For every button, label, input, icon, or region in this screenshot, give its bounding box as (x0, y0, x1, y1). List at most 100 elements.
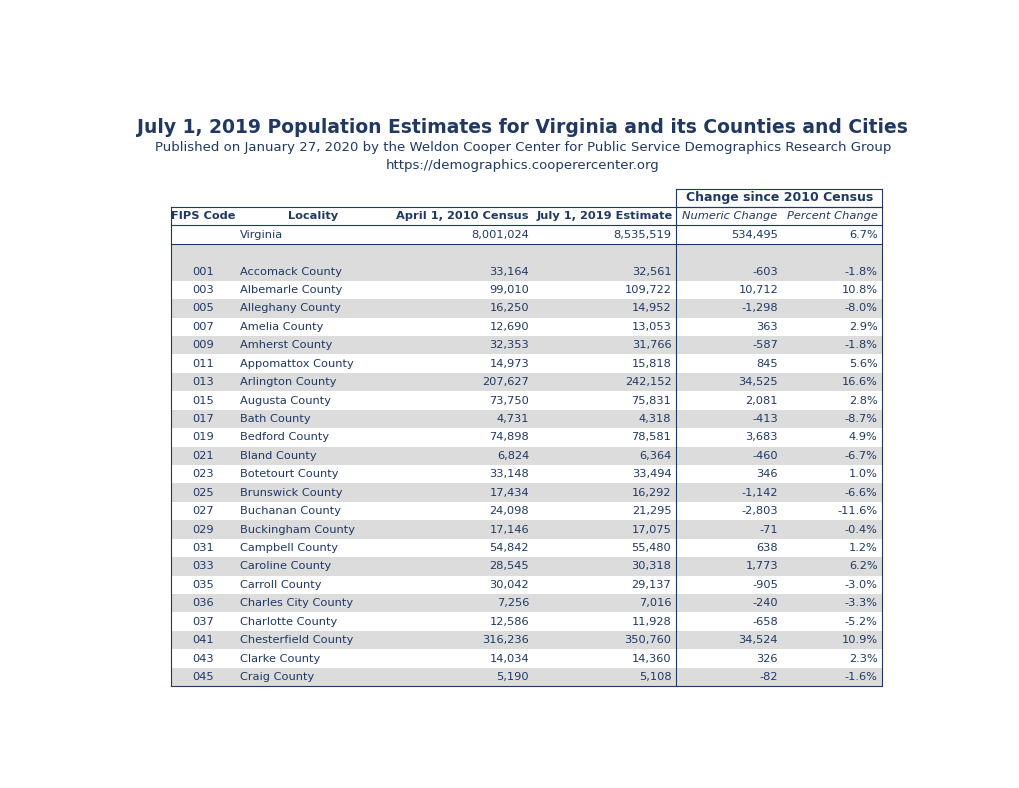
Text: 14,034: 14,034 (489, 653, 529, 663)
Text: 78,581: 78,581 (631, 433, 671, 442)
Bar (171, 299, 881, 318)
Text: 1,773: 1,773 (745, 561, 777, 571)
Text: 16,250: 16,250 (489, 303, 529, 314)
Text: 037: 037 (192, 617, 214, 626)
Text: 14,973: 14,973 (489, 359, 529, 369)
Text: April 1, 2010 Census: April 1, 2010 Census (396, 211, 529, 221)
Text: 31,766: 31,766 (631, 340, 671, 350)
Text: -460: -460 (752, 451, 777, 461)
Text: Published on January 27, 2020 by the Weldon Cooper Center for Public Service Dem: Published on January 27, 2020 by the Wel… (155, 142, 890, 154)
Text: 24,098: 24,098 (489, 506, 529, 516)
Text: 16.6%: 16.6% (841, 377, 876, 387)
Text: 316,236: 316,236 (482, 635, 529, 645)
Text: 4,731: 4,731 (496, 414, 529, 424)
Text: -0.4%: -0.4% (844, 525, 876, 534)
Text: 15,818: 15,818 (631, 359, 671, 369)
Text: 4.9%: 4.9% (848, 433, 876, 442)
Text: 035: 035 (192, 580, 214, 589)
Text: Chesterfield County: Chesterfield County (239, 635, 353, 645)
Text: 326: 326 (756, 653, 777, 663)
Text: 346: 346 (756, 469, 777, 479)
Text: 2.9%: 2.9% (848, 322, 876, 332)
Text: Albemarle County: Albemarle County (239, 285, 341, 295)
Text: 75,831: 75,831 (631, 396, 671, 406)
Text: 029: 029 (192, 525, 214, 534)
Text: 534,495: 534,495 (731, 229, 777, 240)
Text: 33,164: 33,164 (489, 266, 529, 277)
Text: -8.0%: -8.0% (844, 303, 876, 314)
Text: 015: 015 (192, 396, 214, 406)
Text: 363: 363 (756, 322, 777, 332)
Text: 845: 845 (756, 359, 777, 369)
Text: -240: -240 (752, 598, 777, 608)
Text: 7,016: 7,016 (638, 598, 671, 608)
Text: -1,142: -1,142 (741, 488, 777, 498)
Text: 13,053: 13,053 (631, 322, 671, 332)
Text: 023: 023 (192, 469, 214, 479)
Text: 013: 013 (192, 377, 214, 387)
Text: 17,434: 17,434 (489, 488, 529, 498)
Text: -71: -71 (759, 525, 777, 534)
Text: 33,494: 33,494 (631, 469, 671, 479)
Bar (171, 667, 881, 686)
Bar (171, 244, 881, 262)
Bar (171, 428, 881, 447)
Text: 21,295: 21,295 (631, 506, 671, 516)
Bar (171, 631, 881, 649)
Text: Amherst County: Amherst County (239, 340, 332, 350)
Bar (171, 539, 881, 557)
Text: 99,010: 99,010 (489, 285, 529, 295)
Text: 5,108: 5,108 (638, 672, 671, 682)
Text: 350,760: 350,760 (624, 635, 671, 645)
Text: Clarke County: Clarke County (239, 653, 320, 663)
Text: 73,750: 73,750 (489, 396, 529, 406)
Text: -1.6%: -1.6% (844, 672, 876, 682)
Text: 14,360: 14,360 (631, 653, 671, 663)
Text: 025: 025 (192, 488, 214, 498)
Text: Appomattox County: Appomattox County (239, 359, 354, 369)
Text: 036: 036 (192, 598, 214, 608)
Text: 019: 019 (192, 433, 214, 442)
Text: 8,001,024: 8,001,024 (471, 229, 529, 240)
Text: 17,146: 17,146 (489, 525, 529, 534)
Text: Augusta County: Augusta County (239, 396, 330, 406)
Bar (171, 447, 881, 465)
Text: 007: 007 (192, 322, 214, 332)
Bar (171, 281, 881, 299)
Text: 2.8%: 2.8% (848, 396, 876, 406)
Bar (171, 520, 881, 539)
Text: Numeric Change: Numeric Change (681, 211, 776, 221)
Text: 009: 009 (192, 340, 214, 350)
Text: 001: 001 (192, 266, 214, 277)
Text: July 1, 2019 Estimate: July 1, 2019 Estimate (536, 211, 673, 221)
Text: 6.2%: 6.2% (848, 561, 876, 571)
Bar (171, 410, 881, 428)
Text: Amelia County: Amelia County (239, 322, 323, 332)
Text: -1.8%: -1.8% (844, 340, 876, 350)
Text: 17,075: 17,075 (631, 525, 671, 534)
Text: -11.6%: -11.6% (837, 506, 876, 516)
Text: Caroline County: Caroline County (239, 561, 331, 571)
Text: 011: 011 (192, 359, 214, 369)
Text: 12,690: 12,690 (489, 322, 529, 332)
Text: 4,318: 4,318 (638, 414, 671, 424)
Text: 242,152: 242,152 (624, 377, 671, 387)
Bar (171, 484, 881, 502)
Text: -6.6%: -6.6% (844, 488, 876, 498)
Text: 041: 041 (192, 635, 214, 645)
Text: Bland County: Bland County (239, 451, 316, 461)
Text: -413: -413 (752, 414, 777, 424)
Text: 1.2%: 1.2% (848, 543, 876, 553)
Bar (171, 318, 881, 336)
Text: 5,190: 5,190 (496, 672, 529, 682)
Text: Buchanan County: Buchanan County (239, 506, 340, 516)
Text: 8,535,519: 8,535,519 (612, 229, 671, 240)
Text: 638: 638 (756, 543, 777, 553)
Text: 005: 005 (192, 303, 214, 314)
Text: FIPS Code: FIPS Code (170, 211, 235, 221)
Text: 3,683: 3,683 (745, 433, 777, 442)
Text: https://demographics.cooperercenter.org: https://demographics.cooperercenter.org (385, 159, 659, 172)
Text: 045: 045 (192, 672, 214, 682)
Bar (171, 392, 881, 410)
Text: 6,364: 6,364 (639, 451, 671, 461)
